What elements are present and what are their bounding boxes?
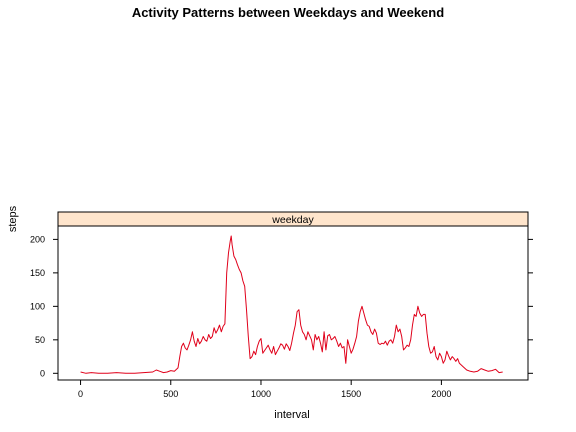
x-tick-label: 2000 [431,389,451,399]
y-tick-label: 0 [40,368,45,378]
series-line-weekday [80,235,503,374]
x-tick-label: 0 [78,389,83,399]
y-tick-label: 100 [30,301,45,311]
y-tick-label: 50 [35,335,45,345]
chart-title: Activity Patterns between Weekdays and W… [132,5,444,20]
panel-strip-label: weekday [271,214,314,226]
panel-frame [57,225,529,381]
series-group [80,235,503,374]
x-tick-label: 1500 [341,389,361,399]
y-axis-label: steps [7,205,19,232]
x-tick-label: 1000 [251,389,271,399]
y-tick-label: 200 [30,234,45,244]
tick-group: 0 500 1000 1500 2000 0 50 100 150 200 [30,234,533,399]
x-axis-label: interval [274,409,309,421]
y-tick-label: 150 [30,268,45,278]
x-tick-label: 500 [163,389,178,399]
